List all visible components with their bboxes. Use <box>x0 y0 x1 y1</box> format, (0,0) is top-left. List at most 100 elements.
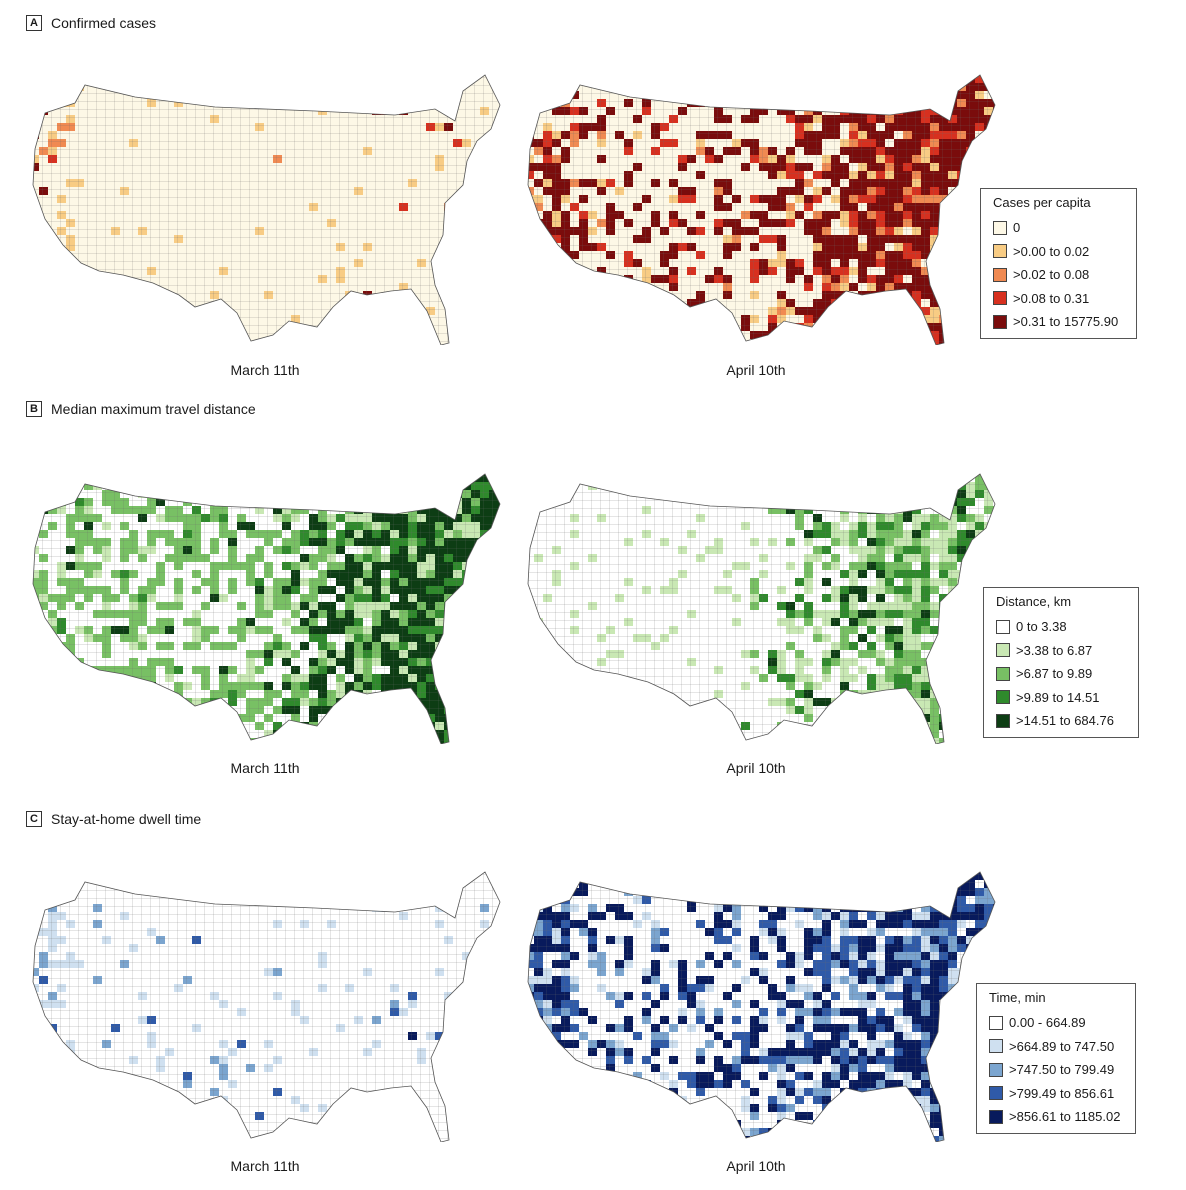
county-cell <box>858 299 867 307</box>
county-cell <box>885 1088 894 1096</box>
county-cell <box>480 602 489 610</box>
county-cell <box>462 291 471 299</box>
county-cell <box>264 474 273 482</box>
county-cell <box>201 730 210 738</box>
county-cell <box>498 698 500 706</box>
county-cell <box>912 75 921 83</box>
county-cell <box>33 1112 39 1120</box>
county-cell <box>345 714 354 722</box>
county-cell <box>849 872 858 880</box>
county-cell <box>732 896 741 904</box>
county-cell <box>201 706 210 714</box>
county-cell <box>804 872 813 880</box>
county-cell <box>417 482 426 490</box>
county-cell <box>552 1056 561 1064</box>
county-cell <box>894 1096 903 1104</box>
county-cell <box>957 251 966 259</box>
county-cell <box>444 610 453 618</box>
county-cell <box>759 339 768 345</box>
county-cell <box>957 706 966 714</box>
county-cell <box>966 155 975 163</box>
county-cell <box>192 1104 201 1112</box>
county-cell <box>993 474 995 482</box>
county-cell <box>912 1112 921 1120</box>
county-cell <box>867 299 876 307</box>
county-cell <box>849 299 858 307</box>
county-cell <box>372 722 381 730</box>
county-cell <box>651 888 660 896</box>
county-cell <box>957 738 966 744</box>
county-cell <box>849 1104 858 1112</box>
county-cell <box>984 738 993 744</box>
county-cell <box>528 259 534 267</box>
county-cell <box>948 75 957 83</box>
county-cell <box>528 251 534 259</box>
county-cell <box>876 323 885 331</box>
county-cell <box>750 880 759 888</box>
county-cell <box>48 888 57 896</box>
county-cell <box>480 666 489 674</box>
county-cell <box>966 1016 975 1024</box>
county-cell <box>66 307 75 315</box>
county-cell <box>894 706 903 714</box>
county-cell <box>528 1088 534 1096</box>
county-cell <box>804 1136 813 1142</box>
county-cell <box>903 299 912 307</box>
county-cell <box>543 1064 552 1072</box>
county-cell <box>318 490 327 498</box>
county-cell <box>975 738 984 744</box>
county-cell <box>48 722 57 730</box>
county-cell <box>48 896 57 904</box>
legend-item: >856.61 to 1185.02 <box>989 1105 1125 1129</box>
county-cell <box>543 323 552 331</box>
county-cell <box>192 722 201 730</box>
county-cell <box>156 482 165 490</box>
county-cell <box>33 722 39 730</box>
county-cell <box>33 339 39 345</box>
county-cell <box>615 1096 624 1104</box>
county-cell <box>903 482 912 490</box>
legend-item: >0.08 to 0.31 <box>993 287 1126 311</box>
county-cell <box>33 131 39 139</box>
county-cell <box>33 1072 39 1080</box>
county-cell <box>66 267 75 275</box>
county-cell <box>948 1000 957 1008</box>
county-cell <box>651 83 660 91</box>
county-cell <box>777 1136 786 1142</box>
county-cell <box>201 490 210 498</box>
county-cell <box>318 482 327 490</box>
county-cell <box>633 1104 642 1112</box>
county-cell <box>534 299 543 307</box>
county-cell <box>462 722 471 730</box>
legend-title: Distance, km <box>996 594 1072 609</box>
county-cell <box>246 498 255 506</box>
county-cell <box>948 482 957 490</box>
county-cell <box>948 714 957 722</box>
county-cell <box>948 291 957 299</box>
county-cell <box>534 331 543 339</box>
county-cell <box>381 75 390 83</box>
county-cell <box>528 115 534 123</box>
county-cell <box>282 482 291 490</box>
legend-title: Time, min <box>989 990 1046 1005</box>
county-cell <box>795 1128 804 1136</box>
county-cell <box>480 610 489 618</box>
legend-swatch <box>996 713 1010 728</box>
county-cell <box>822 888 831 896</box>
county-cell <box>345 738 354 744</box>
county-cell <box>318 474 327 482</box>
county-cell <box>966 267 975 275</box>
county-cell <box>480 538 489 546</box>
county-cell <box>408 698 417 706</box>
county-cell <box>885 307 894 315</box>
county-cell <box>660 75 669 83</box>
county-cell <box>489 610 498 618</box>
county-cell <box>723 714 732 722</box>
county-cell <box>957 658 966 666</box>
county-cell <box>33 904 39 912</box>
county-cell <box>489 243 498 251</box>
county-cell <box>885 1096 894 1104</box>
county-cell <box>579 299 588 307</box>
county-cell <box>948 490 957 498</box>
county-cell <box>462 682 471 690</box>
